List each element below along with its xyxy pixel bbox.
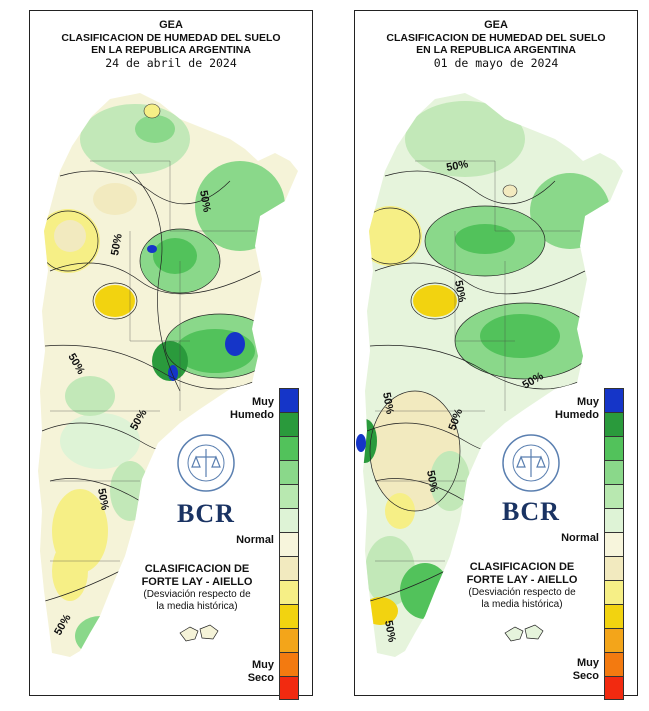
bcr-seal-icon [502,434,560,492]
bcr-logo-text: BCR [177,499,235,528]
header-subtitle-2: EN LA REPUBLICA ARGENTINA [91,44,251,56]
contour-label: 50% [382,619,398,643]
header-date: 01 de mayo de 2024 [433,56,559,70]
legend-swatch [604,628,624,652]
bcr-logo-text: BCR [502,497,560,526]
map-panel-may: GEA CLASIFICACION DE HUMEDAD DEL SUELO E… [354,10,638,700]
legend-swatch [279,676,299,700]
header-title: GEA [484,19,508,31]
contour-label: 50% [109,233,125,257]
legend-swatch [604,556,624,580]
legend-label-muy-seco: Muy Seco [247,659,274,684]
legend-swatch [279,532,299,556]
color-legend [604,388,624,700]
contour-label: 50% [424,469,440,493]
legend-label-muy-seco: Muy Seco [572,657,599,682]
legend-swatch [604,604,624,628]
header-subtitle-2: EN LA REPUBLICA ARGENTINA [416,44,576,56]
legend-swatch [604,388,624,412]
legend-label-muy-humedo: Muy Humedo [230,396,274,421]
legend-label-muy-humedo: Muy Humedo [555,396,599,421]
legend-swatch [279,604,299,628]
legend-swatch [604,508,624,532]
legend-swatch [279,412,299,436]
color-legend [279,388,299,700]
header-date: 24 de abril de 2024 [105,56,237,70]
legend-swatch [279,508,299,532]
legend-swatch [604,460,624,484]
malvinas-islands [504,624,544,642]
map-panel-april: GEA CLASIFICACION DE HUMEDAD DEL SUELO E… [29,10,313,700]
legend-swatch [279,628,299,652]
malvinas-islands [179,624,219,642]
panel-header: GEA CLASIFICACION DE HUMEDAD DEL SUELO E… [30,19,312,71]
legend-swatch [604,484,624,508]
bcr-seal-icon [177,434,235,492]
legend-swatch [604,676,624,700]
legend-swatch [604,436,624,460]
contour-label: 50% [445,158,469,174]
legend-swatch [279,484,299,508]
header-subtitle-1: CLASIFICACION DE HUMEDAD DEL SUELO [386,32,606,44]
legend-swatch [604,652,624,676]
contour-label: 50% [452,279,468,303]
header-subtitle-1: CLASIFICACION DE HUMEDAD DEL SUELO [61,32,281,44]
legend-label-normal: Normal [236,534,274,546]
soil-moisture-map-april: 50% 50% 50% 50% 50% 50% [38,93,298,657]
soil-moisture-map-may: 50% 50% 50% 50% 50% 50% 50% [356,93,623,657]
contour-label: 50% [197,189,213,213]
legend-swatch [279,652,299,676]
legend-swatch [279,580,299,604]
contour-label: 50% [95,487,111,511]
legend-swatch [279,460,299,484]
header-title: GEA [159,19,183,31]
classification-note: CLASIFICACION DE FORTE LAY - AIELLO (Des… [466,561,578,610]
legend-swatch [279,436,299,460]
legend-swatch [279,388,299,412]
panel-header: GEA CLASIFICACION DE HUMEDAD DEL SUELO E… [355,19,637,71]
legend-swatch [604,580,624,604]
legend-label-normal: Normal [561,532,599,544]
legend-swatch [604,532,624,556]
legend-swatch [279,556,299,580]
classification-note: CLASIFICACION DE FORTE LAY - AIELLO (Des… [141,563,253,612]
contour-label: 50% [380,391,396,415]
legend-swatch [604,412,624,436]
